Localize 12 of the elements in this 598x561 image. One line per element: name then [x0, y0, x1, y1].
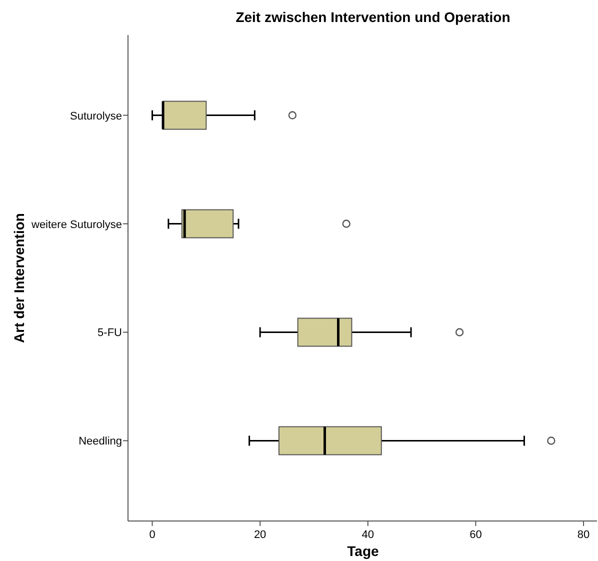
y-tick-label: Needling	[78, 436, 122, 448]
x-tick-label: 20	[254, 529, 266, 541]
y-tick-label: 5-FU	[98, 327, 122, 340]
y-axis-title: Art der Intervention	[11, 213, 27, 343]
x-tick-label: 60	[470, 529, 482, 541]
chart-title: Zeit zwischen Intervention und Operation	[236, 9, 510, 25]
x-tick-label: 0	[149, 529, 156, 541]
x-tick-label: 40	[362, 529, 374, 541]
x-axis-title: Tage	[347, 543, 380, 559]
y-tick-label: weitere Suturolyse	[30, 218, 122, 231]
x-tick-label: 80	[577, 529, 590, 541]
y-tick-label: Suturolyse	[70, 110, 122, 122]
